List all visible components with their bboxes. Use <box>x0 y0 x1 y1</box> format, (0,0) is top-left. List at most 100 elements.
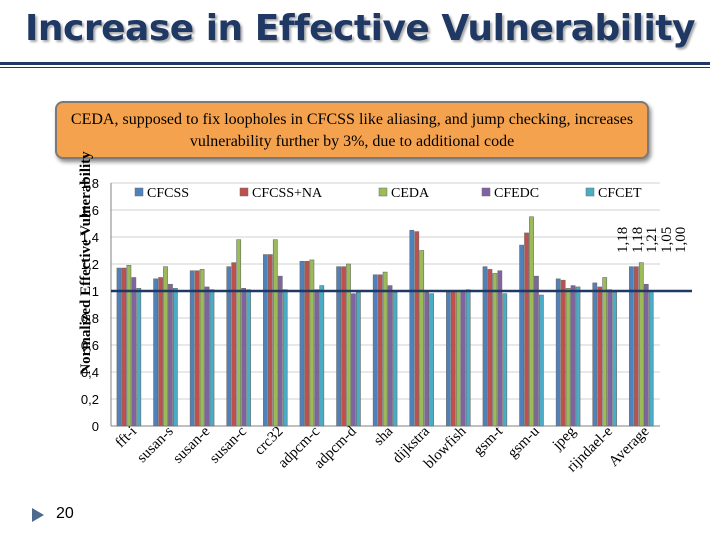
bar-cfcet <box>246 289 251 427</box>
average-value-label: 1,00 <box>673 227 689 253</box>
bar-cfedc <box>607 289 613 427</box>
bar-cfcss-na <box>414 231 420 427</box>
bar-ceda <box>492 273 498 427</box>
bar-ceda <box>382 271 388 427</box>
bar-cfcss-na <box>487 269 493 427</box>
bar-cfcss-na <box>377 274 383 427</box>
callout-box: CEDA, supposed to fix loopholes in CFCSS… <box>55 101 649 159</box>
bar-cfcss-na <box>524 232 529 427</box>
bar-cfcet <box>173 287 178 427</box>
bar-cfcet <box>282 289 288 427</box>
bar-ceda <box>602 277 608 427</box>
bar-cfedc <box>460 290 466 427</box>
bar-cfcss <box>226 266 232 427</box>
bar-ceda <box>309 259 315 427</box>
bar-cfcet <box>356 292 361 427</box>
bar-cfcet <box>502 293 508 427</box>
title-rule-thin <box>0 67 710 68</box>
bar-ceda <box>455 290 461 427</box>
bar-cfcss <box>592 282 598 427</box>
average-value-label: 1,21 <box>644 227 660 253</box>
bar-cfcet <box>648 290 654 427</box>
bar-cfedc <box>241 287 247 427</box>
bar-cfcss <box>299 260 305 427</box>
bar-cfcss-na <box>450 290 456 427</box>
y-tick-label: 1,8 <box>81 176 99 191</box>
bar-cfedc <box>534 275 539 427</box>
slide-title: Increase in Effective Vulnerability <box>25 8 695 49</box>
bar-cfcss <box>519 244 524 427</box>
bar-cfcss-na <box>597 286 603 427</box>
bar-cfcet <box>392 292 398 427</box>
bar-cfedc <box>387 285 393 427</box>
y-tick-label: 0,2 <box>81 392 99 407</box>
bar-cfcss-na <box>194 270 200 427</box>
y-tick-label: 0,4 <box>81 365 99 380</box>
bar-cfedc <box>204 286 210 427</box>
bar-cfcet <box>429 293 434 427</box>
x-tick-label: susan-e <box>170 423 213 466</box>
bar-cfcss-na <box>121 267 127 427</box>
bar-cfcss <box>409 229 415 427</box>
bar-cfedc <box>131 277 137 427</box>
legend-label: CFEDC <box>494 186 539 201</box>
bar-ceda <box>529 216 534 427</box>
bullet-arrow-icon <box>32 508 44 522</box>
bar-cfedc <box>314 289 320 427</box>
bar-cfcss <box>372 274 378 427</box>
x-tick-label: Average <box>606 423 653 470</box>
bar-ceda <box>126 265 132 427</box>
x-tick-label: gsm-u <box>505 423 543 461</box>
bar-cfcet <box>612 292 617 427</box>
bar-cfcss <box>336 266 341 427</box>
x-tick-label: jpeg <box>549 423 580 454</box>
y-tick-label: 1,6 <box>81 203 99 218</box>
bar-ceda <box>346 263 351 427</box>
y-tick-label: 0,8 <box>81 311 99 326</box>
bar-cfcss <box>446 292 451 427</box>
bar-ceda <box>272 239 278 427</box>
bar-cfedc <box>351 293 356 427</box>
bar-cfcss <box>629 266 634 427</box>
bar-cfedc <box>277 275 283 427</box>
bar-cfcet <box>209 289 215 427</box>
x-tick-label: susan-c <box>207 423 250 466</box>
bar-cfedc <box>570 285 576 427</box>
legend-swatch <box>239 187 249 197</box>
bar-cfcss <box>116 267 122 427</box>
bar-cfcet <box>539 294 544 427</box>
average-value-label: 1,18 <box>630 227 646 253</box>
bar-ceda <box>163 266 168 427</box>
legend-label: CFCSS <box>147 186 189 201</box>
bar-cfedc <box>497 270 503 427</box>
bar-ceda <box>419 250 425 427</box>
legend-swatch <box>378 187 388 197</box>
page-number: 20 <box>56 505 74 522</box>
average-value-label: 1,18 <box>615 227 631 253</box>
bar-cfcss-na <box>560 279 566 427</box>
bar-cfcss-na <box>267 254 273 427</box>
legend-swatch <box>585 187 595 197</box>
bar-cfcet <box>319 285 325 427</box>
bar-cfcss <box>189 270 195 427</box>
x-tick-label: fft-i <box>113 424 141 452</box>
bar-cfcss-na <box>231 262 237 427</box>
bar-cfcss-na <box>633 266 639 427</box>
y-tick-label: 0,6 <box>81 338 99 353</box>
legend-label: CFCSS+NA <box>252 186 323 201</box>
bar-cfcss-na <box>304 260 310 427</box>
bar-cfcss <box>263 254 268 427</box>
bar-cfcet <box>465 289 471 427</box>
y-tick-label: 1 <box>92 284 99 299</box>
legend-swatch <box>481 187 491 197</box>
y-tick-label: 0 <box>92 419 99 434</box>
bar-cfcss <box>482 266 488 427</box>
bar-cfcss <box>555 278 561 427</box>
x-tick-label: sha <box>371 423 397 449</box>
bar-cfedc <box>168 283 173 427</box>
title-rule <box>0 62 710 65</box>
bar-cfedc <box>424 292 430 427</box>
bar-cfcet <box>136 287 142 427</box>
legend-label: CEDA <box>391 186 430 201</box>
